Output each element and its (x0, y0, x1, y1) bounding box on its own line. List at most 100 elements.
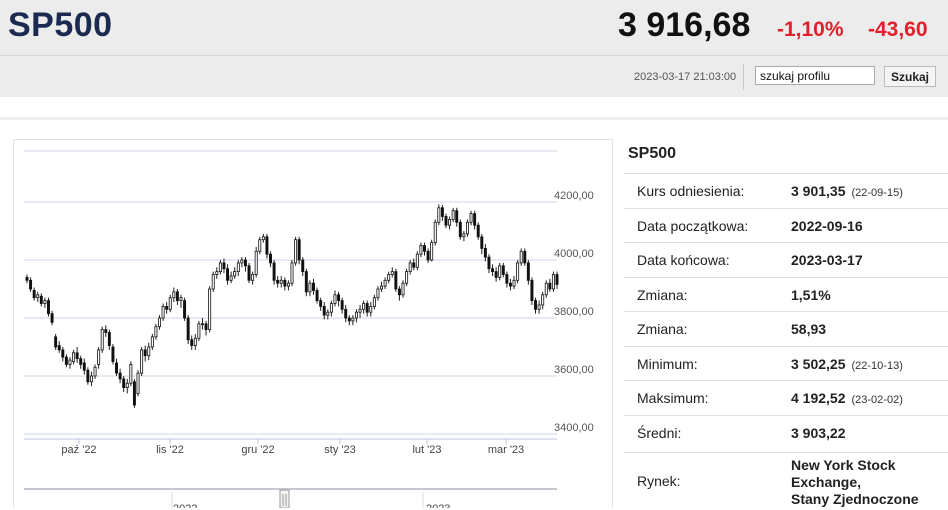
candle-body (79, 358, 83, 365)
candle-body (115, 362, 119, 374)
candle-body (380, 285, 384, 290)
candle-body (376, 288, 380, 299)
candle-body (340, 300, 344, 310)
candle-body (68, 359, 72, 365)
info-label-market: Rynek: (637, 473, 681, 489)
candle-body (243, 259, 247, 267)
candle-body (272, 262, 276, 281)
info-row-value: 58,93 (791, 321, 826, 337)
header-divider (0, 55, 948, 56)
candle-body (254, 250, 258, 275)
y-tick-label: 3400,00 (554, 422, 594, 434)
candle-body (462, 233, 466, 238)
candle-body (107, 332, 111, 346)
market-line-1: New York Stock (791, 457, 896, 473)
x-tick-label: gru '22 (241, 444, 274, 456)
candle-body (100, 329, 104, 351)
candle-body (54, 336, 58, 348)
y-tick-label: 3600,00 (554, 364, 594, 376)
info-row-date: (22-09-15) (851, 187, 903, 199)
candle-body (555, 274, 559, 285)
candle-body (551, 274, 555, 290)
info-row-market: Rynek: New York Stock Exchange, Stany Zj… (624, 452, 948, 508)
candle-body (469, 213, 473, 223)
candle-body (258, 239, 262, 252)
candle-body (405, 271, 409, 284)
info-row-date: (22-10-13) (851, 359, 903, 372)
candle-body (337, 294, 341, 302)
candle-body (111, 346, 115, 362)
info-row: Kurs odniesienia: 3 901,35 (22-09-15) (624, 173, 948, 209)
x-tick-label: mar '23 (488, 444, 524, 456)
candle-body (519, 250, 523, 264)
candle-body (165, 305, 169, 310)
candle-body (372, 297, 376, 307)
candle-body (358, 308, 362, 313)
candle-body (265, 236, 269, 255)
info-row-label: Data końcowa: (637, 252, 730, 268)
candle-body (104, 329, 108, 333)
y-tick-label: 4200,00 (554, 190, 594, 202)
candle-body (516, 262, 520, 281)
candle-body (458, 221, 462, 238)
candle-body (433, 221, 437, 244)
candle-body (508, 282, 512, 287)
candle-body (132, 381, 136, 406)
candle-body (455, 210, 459, 223)
candle-body (315, 290, 319, 301)
candle-body (233, 271, 237, 277)
candle-body (351, 317, 355, 322)
candle-body (544, 282, 548, 296)
candle-body (362, 303, 366, 310)
candle-body (390, 271, 394, 275)
info-row-value-text: 4 192,52 (791, 390, 846, 406)
navigator-label: 2022 (173, 503, 197, 508)
candlestick-chart[interactable]: 4200,00 4000,00 3800,00 3600,00 3400,00 paź '… (14, 140, 612, 508)
candle-body (365, 303, 369, 313)
candle-body (448, 219, 452, 226)
candle-body (122, 378, 126, 388)
x-tick-label: lis '22 (156, 444, 184, 456)
candle-body (548, 282, 552, 290)
candle-body (326, 311, 330, 316)
candle-body (394, 271, 398, 290)
candle-body (97, 349, 101, 365)
navigator-label: 2023 (426, 503, 450, 508)
candle-body (465, 221, 469, 235)
profile-search-input[interactable] (755, 66, 875, 85)
candle-body (208, 288, 212, 330)
content-area (0, 117, 948, 510)
candle-body (186, 317, 190, 341)
info-row: Minimum: 3 502,25 (22-10-13) (624, 345, 948, 382)
candle-body (86, 369, 90, 383)
candle-body (322, 305, 326, 316)
candle-body (64, 356, 68, 365)
candle-body (498, 265, 502, 278)
candle-body (136, 372, 140, 394)
info-row-value-text: 1,51% (791, 286, 831, 303)
navigator-handle[interactable] (279, 489, 290, 508)
info-row-label: Minimum: (637, 355, 698, 372)
candle-body (82, 362, 86, 371)
candle-body (183, 300, 187, 319)
info-row: Data końcowa: 2023-03-17 (624, 242, 948, 278)
candle-body (89, 375, 93, 383)
candle-body (354, 311, 358, 319)
candle-body (501, 265, 505, 275)
candle-body (118, 372, 122, 380)
search-button[interactable]: Szukaj (884, 66, 936, 87)
candle-body (215, 271, 219, 275)
info-row-value-text: 3 901,35 (791, 183, 846, 199)
info-row: Maksimum: 4 192,52 (23-02-02) (624, 380, 948, 416)
candle-body (437, 207, 441, 223)
quote-timestamp: 2023-03-17 21:03:00 (634, 71, 737, 83)
info-row-value-text: 3 903,22 (791, 424, 846, 441)
candle-body (129, 363, 133, 384)
info-value-market: New York Stock Exchange, Stany Zjednoczo… (791, 457, 941, 508)
candle-body (29, 279, 33, 290)
candle-body (444, 216, 448, 226)
market-line-3: Stany Zjednoczone (791, 491, 919, 507)
candle-body (125, 382, 129, 388)
candle-body (415, 253, 419, 268)
candle-body (229, 275, 233, 281)
